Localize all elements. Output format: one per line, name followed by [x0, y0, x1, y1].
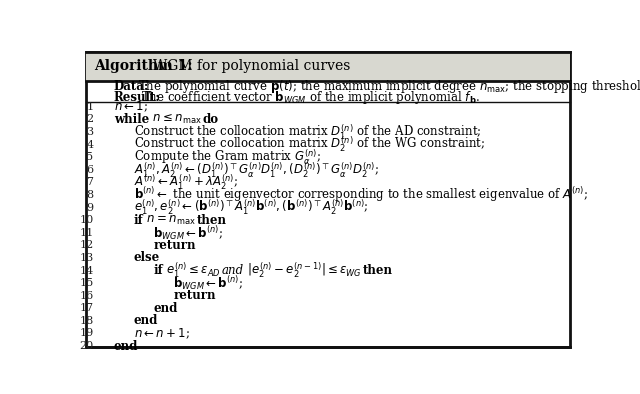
Text: $A^{(n)} \leftarrow A_1^{(n)} + \lambda A_2^{(n)}$;: $A^{(n)} \leftarrow A_1^{(n)} + \lambda …: [134, 173, 237, 192]
Text: $\mathbf{b}_{WGM} \leftarrow \mathbf{b}^{(n)}$;: $\mathbf{b}_{WGM} \leftarrow \mathbf{b}^…: [173, 274, 243, 292]
Text: 18: 18: [79, 316, 93, 326]
Text: $n \leftarrow n + 1$;: $n \leftarrow n + 1$;: [134, 326, 189, 341]
Text: The coefficient vector $\mathbf{b}_{WGM}$ of the implicit polynomial $f_{\mathbf: The coefficient vector $\mathbf{b}_{WGM}…: [141, 89, 480, 106]
Text: The polynomial curve $\mathbf{p}(t)$; the maximum implicit degree $n_{\mathrm{ma: The polynomial curve $\mathbf{p}(t)$; th…: [138, 78, 640, 95]
Text: Algorithm 1:: Algorithm 1:: [94, 59, 193, 73]
Text: then: then: [196, 214, 227, 227]
Text: end: end: [134, 314, 158, 327]
Text: $e_1^{(n)} \leq \epsilon_{AD}$: $e_1^{(n)} \leq \epsilon_{AD}$: [163, 261, 221, 280]
Text: 19: 19: [79, 329, 93, 338]
Text: 20: 20: [79, 341, 93, 351]
Text: $e_1^{(n)}, e_2^{(n)} \leftarrow (\mathbf{b}^{(n)})^\top A_1^{(n)} \mathbf{b}^{(: $e_1^{(n)}, e_2^{(n)} \leftarrow (\mathb…: [134, 198, 368, 217]
Text: 12: 12: [79, 240, 93, 250]
Text: 1: 1: [86, 102, 93, 112]
Text: do: do: [202, 113, 218, 126]
Text: 7: 7: [86, 177, 93, 188]
Text: $n \leq n_{\mathrm{max}}$: $n \leq n_{\mathrm{max}}$: [149, 113, 202, 126]
Text: Compute the Gram matrix $G_\alpha^{(n)}$;: Compute the Gram matrix $G_\alpha^{(n)}$…: [134, 147, 321, 167]
Text: 2: 2: [86, 114, 93, 125]
Text: $\mathbf{b}_{WGM} \leftarrow \mathbf{b}^{(n)}$;: $\mathbf{b}_{WGM} \leftarrow \mathbf{b}^…: [154, 224, 223, 242]
Text: then: then: [362, 264, 392, 277]
Text: 6: 6: [86, 165, 93, 175]
Text: $n \leftarrow 1$;: $n \leftarrow 1$;: [114, 100, 148, 114]
Text: else: else: [134, 251, 160, 264]
Text: end: end: [114, 340, 138, 353]
Text: 13: 13: [79, 253, 93, 263]
Text: WGM for polynomial curves: WGM for polynomial curves: [154, 59, 351, 73]
Text: 14: 14: [79, 266, 93, 275]
Text: 16: 16: [79, 291, 93, 301]
Text: 3: 3: [86, 127, 93, 137]
Text: $|e_2^{(n)} - e_2^{(n-1)}| \leq \epsilon_{WG}$: $|e_2^{(n)} - e_2^{(n-1)}| \leq \epsilon…: [244, 261, 362, 280]
Text: 11: 11: [79, 228, 93, 238]
Text: if: if: [154, 264, 163, 277]
Text: Data:: Data:: [114, 80, 149, 93]
Text: Result:: Result:: [114, 91, 161, 104]
Text: return: return: [173, 289, 216, 302]
Text: 4: 4: [86, 139, 93, 150]
Text: $n = n_{\mathrm{max}}$: $n = n_{\mathrm{max}}$: [143, 214, 196, 227]
Text: $A_1^{(n)}, A_2^{(n)} \leftarrow (D_1^{(n)})^\top G_\alpha^{(n)} D_1^{(n)}, (D_2: $A_1^{(n)}, A_2^{(n)} \leftarrow (D_1^{(…: [134, 160, 379, 180]
Text: 10: 10: [79, 215, 93, 225]
Text: 9: 9: [86, 203, 93, 213]
Text: return: return: [154, 239, 196, 252]
Text: 8: 8: [86, 190, 93, 200]
Text: if: if: [134, 214, 143, 227]
Text: 15: 15: [79, 278, 93, 288]
Text: 5: 5: [86, 152, 93, 162]
Text: end: end: [154, 302, 178, 315]
Text: Construct the collocation matrix $D_2^{(n)}$ of the WG constraint;: Construct the collocation matrix $D_2^{(…: [134, 135, 484, 154]
Text: and: and: [221, 264, 244, 277]
Text: Construct the collocation matrix $D_1^{(n)}$ of the AD constraint;: Construct the collocation matrix $D_1^{(…: [134, 122, 481, 142]
Bar: [86, 52, 570, 81]
Text: 17: 17: [79, 303, 93, 313]
Text: while: while: [114, 113, 149, 126]
Text: $\mathbf{b}^{(n)} \leftarrow$ the unit eigenvector corresponding to the smallest: $\mathbf{b}^{(n)} \leftarrow$ the unit e…: [134, 186, 588, 204]
